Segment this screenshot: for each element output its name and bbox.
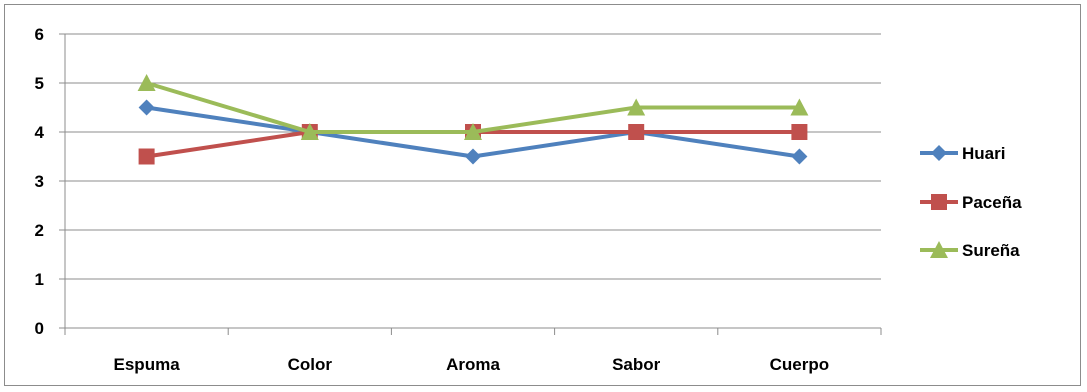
x-tick-label: Aroma [446,355,500,374]
x-tick-label: Color [288,355,333,374]
x-tick-label: Sabor [612,355,661,374]
data-point-marker [464,123,482,140]
data-point-marker [790,98,809,116]
series-layer [137,74,809,165]
series-triangle [137,74,809,140]
y-tick-label: 3 [35,172,44,191]
data-point-marker [791,124,808,140]
legend-entry: Paceña [920,193,1022,212]
legend-label: Sureña [962,241,1020,260]
data-point-marker [791,148,808,165]
data-point-marker [300,123,319,140]
legend-key [920,194,958,210]
y-axis-tick-labels: 0 1 2 3 4 5 6 [35,25,45,338]
legend-key [920,145,958,161]
legend-marker [931,145,947,161]
legend: Huari Paceña Sureña [920,144,1022,260]
data-point-marker [628,124,645,140]
legend-entry: Huari [920,144,1005,163]
data-point-marker [137,74,156,91]
data-point-marker [465,148,481,165]
data-point-marker [138,148,155,165]
chart-frame [4,4,1081,386]
y-tick-label: 1 [35,270,44,289]
legend-marker [931,194,947,210]
x-tick-label: Espuma [114,355,181,374]
legend-label: Paceña [962,193,1022,212]
gridlines [65,33,881,280]
y-tick-label: 6 [35,25,44,44]
x-tick-label: Cuerpo [770,355,830,374]
legend-key [920,241,958,258]
x-axis-tick-labels: Espuma Color Aroma Sabor Cuerpo [114,355,830,374]
y-tick-label: 4 [35,123,45,142]
y-tick-label: 2 [35,221,44,240]
legend-label: Huari [962,144,1005,163]
y-tick-label: 5 [35,74,44,93]
legend-entry: Sureña [920,241,1020,260]
data-point-marker [627,98,646,116]
y-tick-label: 0 [35,319,44,338]
data-point-marker [138,99,155,116]
axes [59,33,882,335]
legend-marker [930,241,948,258]
